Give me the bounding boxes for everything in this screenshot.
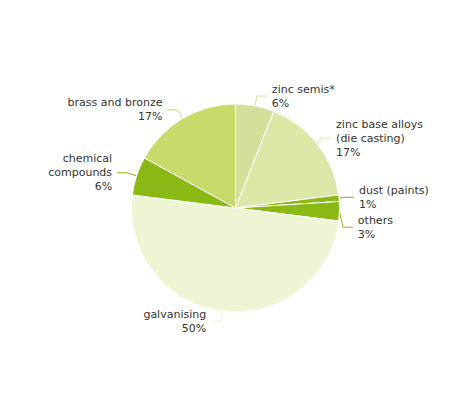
svg-text:others: others (358, 214, 393, 227)
svg-text:1%: 1% (359, 198, 376, 211)
svg-text:3%: 3% (358, 228, 375, 241)
svg-text:17%: 17% (336, 146, 360, 159)
svg-text:dust (paints): dust (paints) (359, 184, 429, 197)
svg-text:6%: 6% (272, 97, 289, 110)
svg-text:6%: 6% (95, 180, 112, 193)
svg-text:brass and bronze: brass and bronze (68, 96, 163, 109)
svg-text:galvanising: galvanising (143, 308, 206, 321)
svg-text:17%: 17% (138, 110, 162, 123)
svg-text:(die casting): (die casting) (336, 132, 405, 145)
svg-text:zinc base alloys: zinc base alloys (336, 118, 423, 131)
svg-text:50%: 50% (182, 322, 206, 335)
svg-text:zinc semis*: zinc semis* (272, 83, 335, 96)
svg-text:compounds: compounds (48, 166, 112, 179)
svg-text:chemical: chemical (63, 152, 112, 165)
